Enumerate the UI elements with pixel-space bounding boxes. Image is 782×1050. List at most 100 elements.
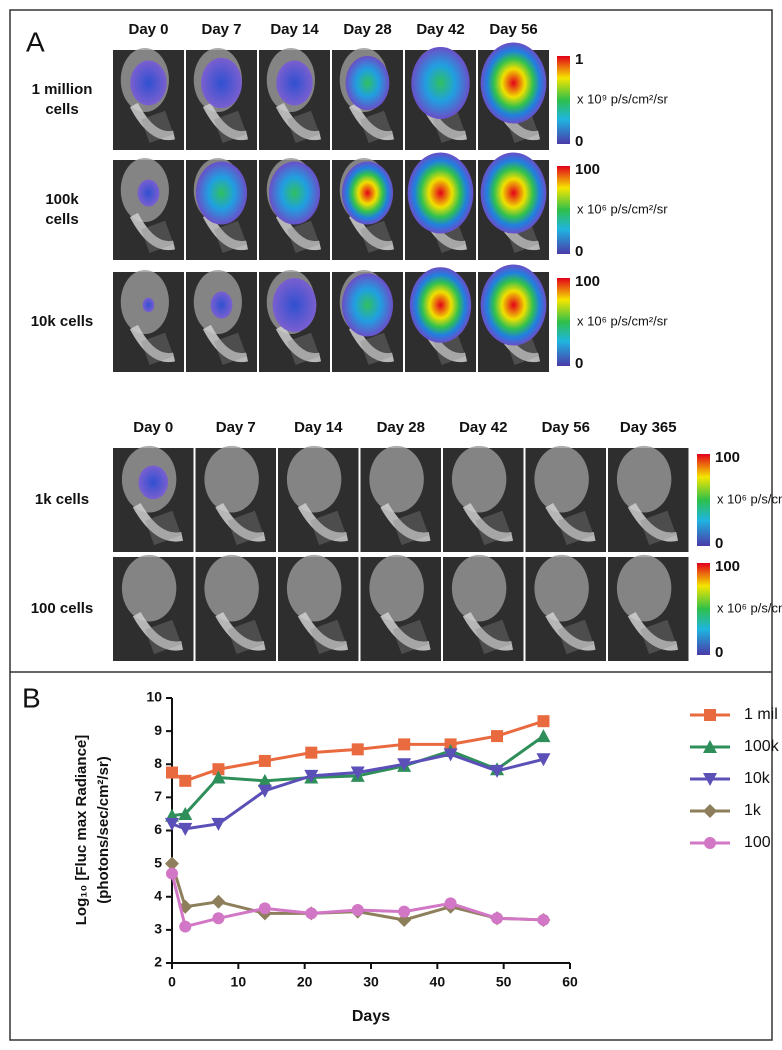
mouse-leg <box>202 324 249 363</box>
x-tick-label: 60 <box>562 974 578 990</box>
mouse-leg <box>215 502 266 542</box>
mouse-body <box>534 445 589 513</box>
data-point <box>444 897 457 910</box>
mouse-body <box>451 554 507 622</box>
series-line <box>170 873 544 929</box>
tape <box>640 510 677 546</box>
data-point <box>398 905 411 918</box>
signal <box>480 264 547 346</box>
data-point <box>305 907 318 920</box>
day-label: Day 56 <box>489 21 537 38</box>
x-tick-label: 0 <box>168 974 176 990</box>
mouse-leg <box>129 212 176 251</box>
tape <box>214 110 247 144</box>
series-line <box>171 719 544 783</box>
day-label: Day 0 <box>128 21 168 38</box>
y-tick-label: 6 <box>154 821 162 837</box>
x-tick-label: 40 <box>430 974 446 990</box>
signal <box>345 56 390 110</box>
data-point <box>491 730 504 743</box>
mouse-body <box>286 445 342 513</box>
scale-min: 0 <box>715 644 723 661</box>
data-point <box>536 729 551 743</box>
color-bar <box>557 166 570 254</box>
tape <box>310 510 347 546</box>
legend-marker <box>703 740 717 753</box>
x-tick-label: 20 <box>297 974 313 990</box>
data-point <box>179 920 192 933</box>
tape <box>141 332 174 366</box>
data-point <box>537 715 550 728</box>
signal <box>341 161 394 225</box>
scale-max: 1 <box>575 51 583 68</box>
row-label: 100k <box>45 191 79 208</box>
data-point <box>304 769 319 783</box>
data-point <box>166 766 178 779</box>
tape <box>310 619 347 655</box>
signal <box>201 57 242 109</box>
y-tick-label: 10 <box>146 689 162 705</box>
legend-marker <box>704 837 716 849</box>
legend-marker <box>704 709 716 721</box>
mouse-leg <box>297 611 349 651</box>
signal <box>130 60 167 106</box>
row-label: 1k cells <box>35 491 89 508</box>
data-point <box>351 904 364 916</box>
y-tick-label: 3 <box>154 921 162 937</box>
tape <box>227 619 264 655</box>
mouse-leg <box>380 611 431 651</box>
mouse-leg <box>297 502 349 542</box>
legend-label: 1 mil <box>744 706 778 723</box>
data-point <box>165 817 179 831</box>
data-point <box>211 817 226 831</box>
data-point <box>211 770 226 784</box>
data-point <box>257 773 272 787</box>
y-tick-label: 8 <box>154 755 162 771</box>
legend-marker <box>703 804 717 818</box>
signal <box>268 161 321 225</box>
tape <box>360 110 393 144</box>
mouse-leg <box>132 502 184 542</box>
mouse-leg <box>348 102 395 141</box>
x-axis-label: Days <box>352 1008 390 1025</box>
mouse-leg <box>545 502 596 542</box>
mouse-leg <box>132 611 184 651</box>
mouse-body <box>369 554 424 622</box>
legend-marker <box>703 773 717 786</box>
day-label: Day 28 <box>343 21 391 38</box>
legend-label: 100k <box>744 738 780 755</box>
y-tick-label: 7 <box>154 788 162 804</box>
day-label: Day 28 <box>377 419 425 436</box>
signal <box>195 161 248 225</box>
scale-min: 0 <box>575 243 583 260</box>
scale-max: 100 <box>575 161 600 178</box>
signal <box>142 297 155 313</box>
panel-label: B <box>22 682 41 713</box>
row-label: 100 cells <box>31 600 94 617</box>
mouse-leg <box>129 102 176 141</box>
day-label: Day 42 <box>416 21 464 38</box>
mouse-body <box>121 554 177 622</box>
data-point <box>178 822 193 836</box>
tape <box>287 220 320 254</box>
tape <box>475 619 512 655</box>
data-point <box>179 774 192 787</box>
tape <box>360 220 393 254</box>
mouse-body <box>369 445 424 513</box>
tape <box>557 510 594 546</box>
day-label: Day 14 <box>270 21 319 38</box>
x-tick-label: 10 <box>231 974 247 990</box>
data-point <box>350 766 365 780</box>
signal <box>409 267 472 343</box>
scale-max: 100 <box>575 273 600 290</box>
tape <box>141 220 174 254</box>
scale-min: 0 <box>575 355 583 372</box>
legend-label: 10k <box>744 770 771 787</box>
tape <box>640 619 677 655</box>
mouse-leg <box>545 611 596 651</box>
signal <box>210 291 233 319</box>
data-point <box>398 738 411 751</box>
mouse-body <box>451 445 507 513</box>
tape <box>475 510 512 546</box>
data-point <box>258 754 271 767</box>
